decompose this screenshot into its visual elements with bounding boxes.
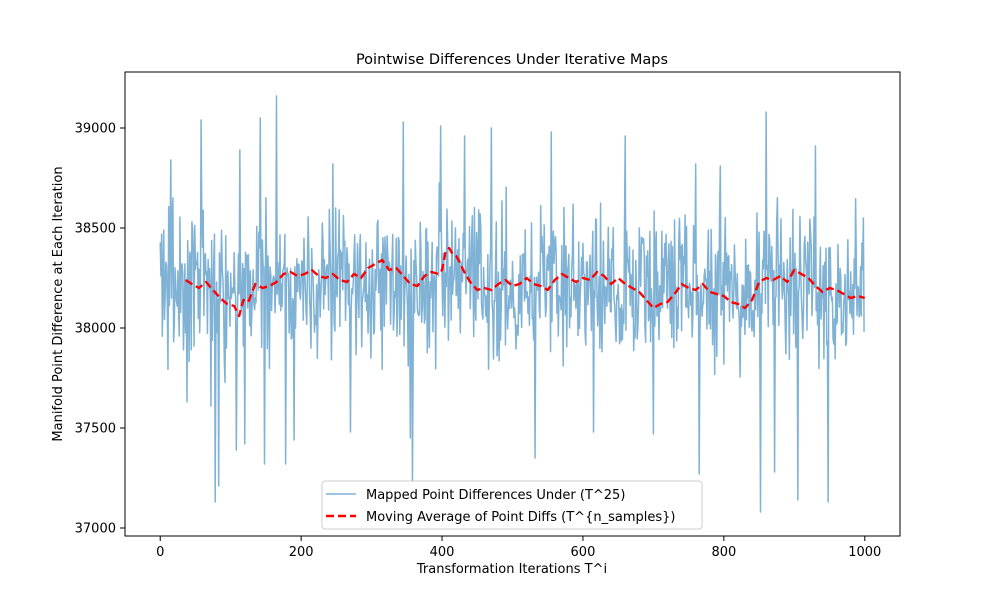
series-line-mapped-differences [159, 95, 865, 513]
x-tick-label-1000: 1000 [848, 545, 881, 560]
legend: Mapped Point Differences Under (T^25) Mo… [321, 480, 703, 530]
y-tick-label-37500: 37500 [75, 422, 116, 437]
plot-frame [124, 71, 901, 537]
series-layer [159, 95, 866, 513]
x-axis: 0 200 400 600 800 1000 [156, 536, 881, 560]
chart-title: Pointwise Differences Under Iterative Ma… [356, 52, 668, 68]
y-tick-label-37000: 37000 [75, 522, 116, 537]
legend-label-moving-average: Moving Average of Point Diffs (T^{n_samp… [366, 510, 675, 525]
legend-label-mapped-differences: Mapped Point Differences Under (T^25) [366, 488, 625, 503]
x-tick-label-800: 800 [711, 545, 736, 560]
x-tick-label-600: 600 [571, 545, 596, 560]
y-axis-label: Manifold Point Difference at Each Iterat… [51, 166, 66, 441]
y-tick-label-39000: 39000 [75, 122, 116, 137]
series-line-moving-average [184, 246, 866, 318]
x-tick-label-200: 200 [289, 545, 314, 560]
y-tick-label-38500: 38500 [75, 222, 116, 237]
x-tick-label-400: 400 [430, 545, 455, 560]
y-axis: 37000 37500 38000 38500 39000 [75, 122, 125, 537]
x-axis-label: Transformation Iterations T^i [416, 562, 607, 577]
x-tick-label-0: 0 [156, 545, 164, 560]
legend-box [321, 480, 703, 530]
y-tick-label-38000: 38000 [75, 322, 116, 337]
